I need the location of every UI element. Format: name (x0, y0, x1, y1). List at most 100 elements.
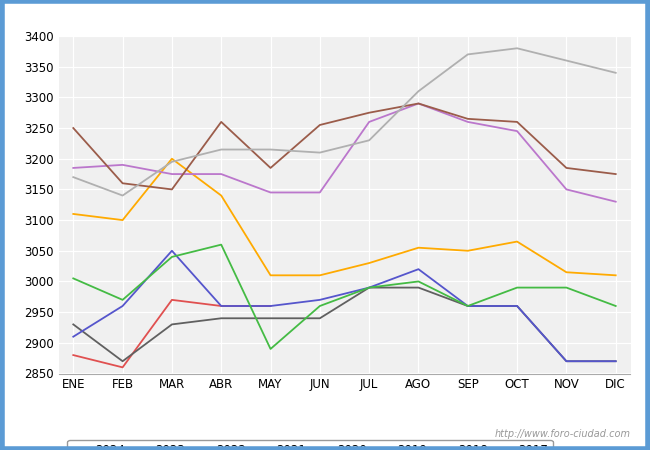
2018 (464, 116, 472, 122)
2021 (119, 297, 127, 302)
Text: http://www.foro-ciudad.com: http://www.foro-ciudad.com (495, 429, 630, 439)
Line: 2017: 2017 (73, 48, 616, 196)
2017 (119, 193, 127, 198)
Line: 2024: 2024 (73, 300, 270, 367)
2024 (70, 352, 77, 358)
2021 (464, 303, 472, 309)
2017 (316, 150, 324, 155)
2022 (365, 285, 373, 290)
2021 (415, 279, 422, 284)
2024 (266, 303, 274, 309)
2017 (365, 138, 373, 143)
2020 (217, 193, 225, 198)
2019 (70, 165, 77, 171)
2020 (316, 273, 324, 278)
2024 (168, 297, 176, 302)
2024 (217, 303, 225, 309)
2019 (316, 190, 324, 195)
2023 (415, 285, 422, 290)
2023 (316, 315, 324, 321)
2021 (562, 285, 570, 290)
2020 (365, 261, 373, 266)
2021 (70, 276, 77, 281)
2024 (119, 364, 127, 370)
2019 (365, 119, 373, 125)
2021 (365, 285, 373, 290)
2021 (316, 303, 324, 309)
2018 (168, 187, 176, 192)
2021 (168, 254, 176, 260)
2017 (70, 175, 77, 180)
2017 (266, 147, 274, 152)
2020 (70, 211, 77, 216)
2023 (70, 322, 77, 327)
2022 (612, 359, 619, 364)
2023 (119, 359, 127, 364)
2017 (217, 147, 225, 152)
2019 (217, 171, 225, 177)
2021 (266, 346, 274, 351)
2020 (415, 245, 422, 250)
2020 (168, 156, 176, 162)
2017 (514, 45, 521, 51)
2018 (365, 110, 373, 115)
Legend: 2024, 2023, 2022, 2021, 2020, 2019, 2018, 2017: 2024, 2023, 2022, 2021, 2020, 2019, 2018… (68, 440, 553, 450)
2017 (562, 58, 570, 63)
2021 (514, 285, 521, 290)
2017 (612, 70, 619, 76)
2023 (612, 359, 619, 364)
2019 (266, 190, 274, 195)
2023 (168, 322, 176, 327)
2020 (514, 239, 521, 244)
2020 (119, 217, 127, 223)
2019 (464, 119, 472, 125)
Line: 2023: 2023 (73, 288, 616, 361)
2019 (514, 128, 521, 134)
2017 (415, 89, 422, 94)
2020 (562, 270, 570, 275)
2021 (217, 242, 225, 248)
2022 (464, 303, 472, 309)
2018 (562, 165, 570, 171)
Line: 2018: 2018 (73, 104, 616, 189)
2021 (612, 303, 619, 309)
2022 (168, 248, 176, 253)
Text: Afiliados en La Bañeza a 31/5/2024: Afiliados en La Bañeza a 31/5/2024 (179, 7, 471, 25)
2023 (514, 303, 521, 309)
2023 (464, 303, 472, 309)
2018 (612, 171, 619, 177)
2018 (119, 180, 127, 186)
Line: 2019: 2019 (73, 104, 616, 202)
2022 (217, 303, 225, 309)
2023 (266, 315, 274, 321)
2018 (70, 126, 77, 131)
2019 (612, 199, 619, 204)
2018 (514, 119, 521, 125)
2022 (70, 334, 77, 339)
2018 (415, 101, 422, 106)
2017 (464, 52, 472, 57)
2023 (562, 359, 570, 364)
2022 (119, 303, 127, 309)
2020 (266, 273, 274, 278)
2022 (562, 359, 570, 364)
2022 (316, 297, 324, 302)
2019 (562, 187, 570, 192)
2019 (168, 171, 176, 177)
2019 (119, 162, 127, 167)
Line: 2022: 2022 (73, 251, 616, 361)
2023 (365, 285, 373, 290)
2017 (168, 159, 176, 165)
2018 (217, 119, 225, 125)
2022 (415, 266, 422, 272)
2020 (612, 273, 619, 278)
2022 (266, 303, 274, 309)
2018 (316, 122, 324, 128)
Line: 2020: 2020 (73, 159, 616, 275)
Line: 2021: 2021 (73, 245, 616, 349)
2020 (464, 248, 472, 253)
2018 (266, 165, 274, 171)
2022 (514, 303, 521, 309)
2023 (217, 315, 225, 321)
2019 (415, 101, 422, 106)
